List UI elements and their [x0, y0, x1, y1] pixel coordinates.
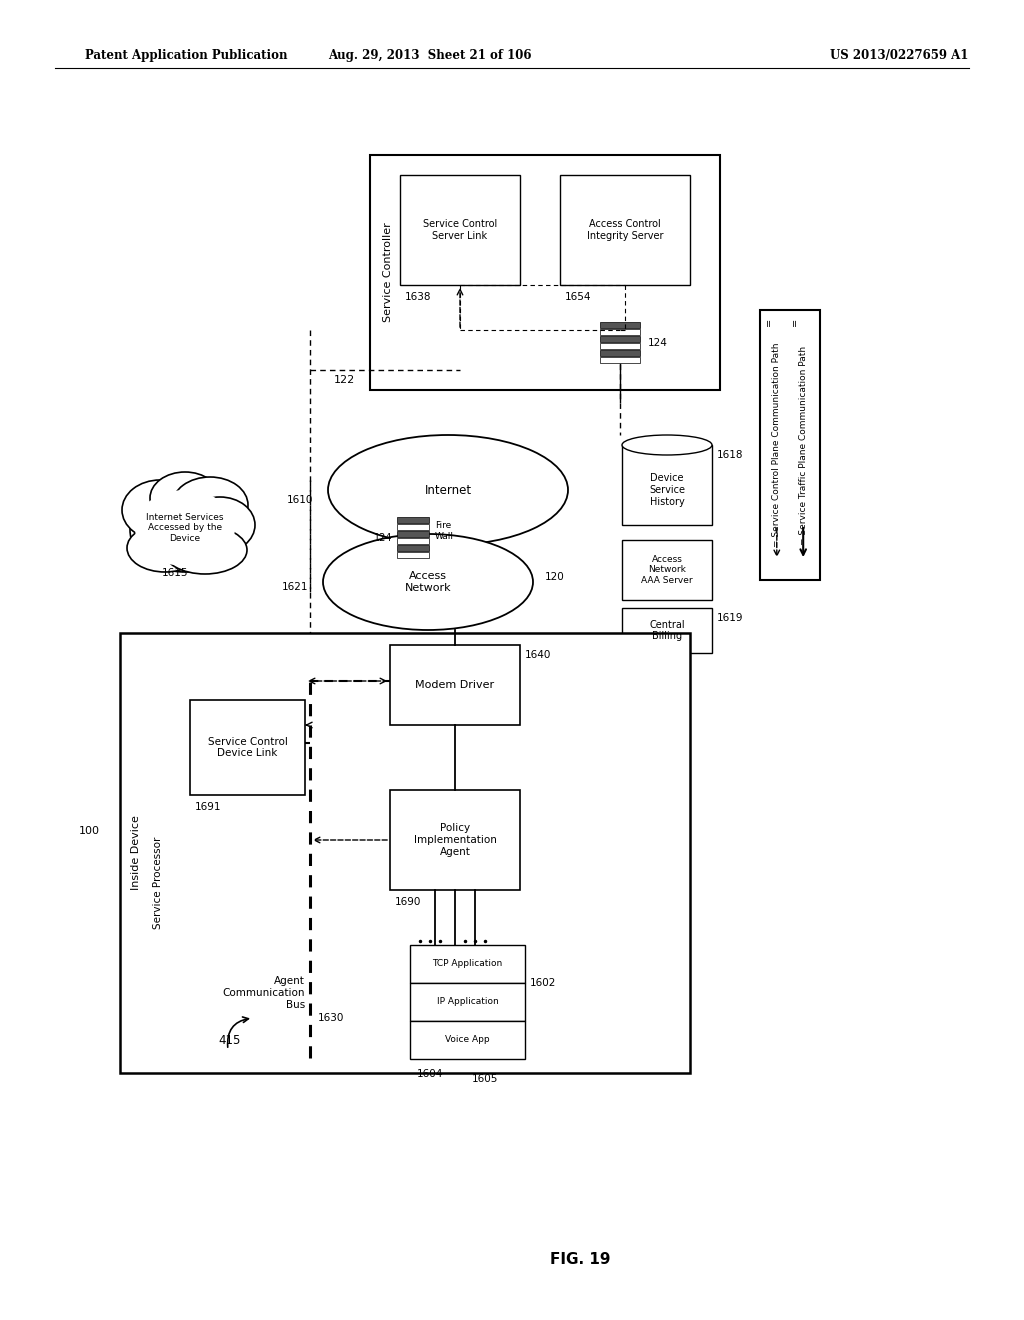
Bar	[397, 545, 429, 550]
Bar	[397, 524, 429, 531]
Ellipse shape	[622, 436, 712, 455]
Bar	[760, 310, 820, 579]
Text: Service Controller: Service Controller	[383, 223, 393, 322]
Ellipse shape	[163, 525, 247, 574]
Text: =: =	[764, 318, 774, 326]
Bar	[120, 634, 690, 1073]
Bar	[600, 322, 640, 327]
Ellipse shape	[172, 477, 248, 533]
Text: Agent
Communication
Bus: Agent Communication Bus	[222, 977, 305, 1010]
Bar	[600, 350, 640, 356]
Ellipse shape	[150, 473, 220, 524]
Bar	[410, 983, 525, 1020]
Text: 124: 124	[648, 338, 668, 348]
Bar	[622, 445, 712, 525]
Text: Fire
Wall: Fire Wall	[435, 521, 454, 541]
Text: 100: 100	[79, 826, 100, 836]
Bar	[190, 700, 305, 795]
Bar	[622, 540, 712, 601]
Bar	[410, 1020, 525, 1059]
Bar	[400, 176, 520, 285]
Text: 1630: 1630	[318, 1012, 344, 1023]
Text: 1691: 1691	[195, 803, 221, 812]
Text: Inside Device: Inside Device	[131, 816, 141, 891]
Text: TCP Application: TCP Application	[432, 960, 503, 969]
Text: 1604: 1604	[417, 1069, 443, 1078]
Text: Modem Driver: Modem Driver	[416, 680, 495, 690]
Text: 1621: 1621	[282, 582, 308, 591]
Text: = Service Traffic Plane Communication Path: = Service Traffic Plane Communication Pa…	[799, 346, 808, 545]
Text: 1654: 1654	[565, 292, 592, 302]
Text: Internet: Internet	[424, 483, 472, 496]
Ellipse shape	[130, 488, 240, 572]
Bar	[600, 337, 640, 342]
Ellipse shape	[127, 524, 203, 572]
Bar	[600, 343, 640, 348]
Text: 1605: 1605	[472, 1074, 499, 1084]
Text: Service Processor: Service Processor	[153, 837, 163, 929]
Ellipse shape	[122, 480, 198, 540]
Text: 122: 122	[334, 375, 355, 385]
Bar	[560, 176, 690, 285]
Text: FIG. 19: FIG. 19	[550, 1253, 610, 1267]
Text: Policy
Implementation
Agent: Policy Implementation Agent	[414, 824, 497, 857]
Text: 124: 124	[374, 533, 392, 543]
Text: Device
Service
History: Device Service History	[649, 474, 685, 507]
Text: Access Control
Integrity Server: Access Control Integrity Server	[587, 219, 664, 240]
Text: US 2013/0227659 A1: US 2013/0227659 A1	[830, 49, 969, 62]
Text: 1615: 1615	[162, 568, 188, 578]
Ellipse shape	[185, 498, 255, 553]
Text: 1602: 1602	[530, 978, 556, 987]
Text: Aug. 29, 2013  Sheet 21 of 106: Aug. 29, 2013 Sheet 21 of 106	[329, 49, 531, 62]
Bar	[370, 154, 720, 389]
Bar	[397, 552, 429, 558]
Text: Access
Network
AAA Server: Access Network AAA Server	[641, 556, 693, 585]
Bar	[397, 531, 429, 537]
Text: Central
Billing: Central Billing	[649, 619, 685, 642]
Text: = Service Control Plane Communication Path: = Service Control Plane Communication Pa…	[772, 343, 781, 548]
Text: 1640: 1640	[525, 649, 551, 660]
Ellipse shape	[135, 490, 234, 566]
Ellipse shape	[328, 436, 568, 545]
Bar	[390, 789, 520, 890]
Text: 1638: 1638	[406, 292, 431, 302]
Text: 120: 120	[545, 572, 565, 582]
Bar	[600, 356, 640, 363]
Bar	[390, 645, 520, 725]
Text: Service Control
Device Link: Service Control Device Link	[208, 737, 288, 758]
Ellipse shape	[323, 535, 534, 630]
Text: Voice App: Voice App	[445, 1035, 489, 1044]
Text: Patent Application Publication: Patent Application Publication	[85, 49, 288, 62]
Text: 1619: 1619	[717, 612, 743, 623]
Text: IP Application: IP Application	[436, 998, 499, 1006]
Bar	[410, 945, 525, 983]
Text: 1690: 1690	[395, 898, 421, 907]
Text: Service Control
Server Link: Service Control Server Link	[423, 219, 497, 240]
Text: 1618: 1618	[717, 450, 743, 459]
Bar	[622, 609, 712, 653]
Text: 1610: 1610	[287, 495, 313, 506]
Text: Access
Network: Access Network	[404, 572, 452, 593]
Bar	[397, 539, 429, 544]
Text: Internet Services
Accessed by the
Device: Internet Services Accessed by the Device	[146, 513, 224, 543]
Text: 415: 415	[219, 1034, 242, 1047]
Bar	[600, 329, 640, 335]
Bar	[397, 517, 429, 523]
Text: =: =	[791, 318, 800, 326]
